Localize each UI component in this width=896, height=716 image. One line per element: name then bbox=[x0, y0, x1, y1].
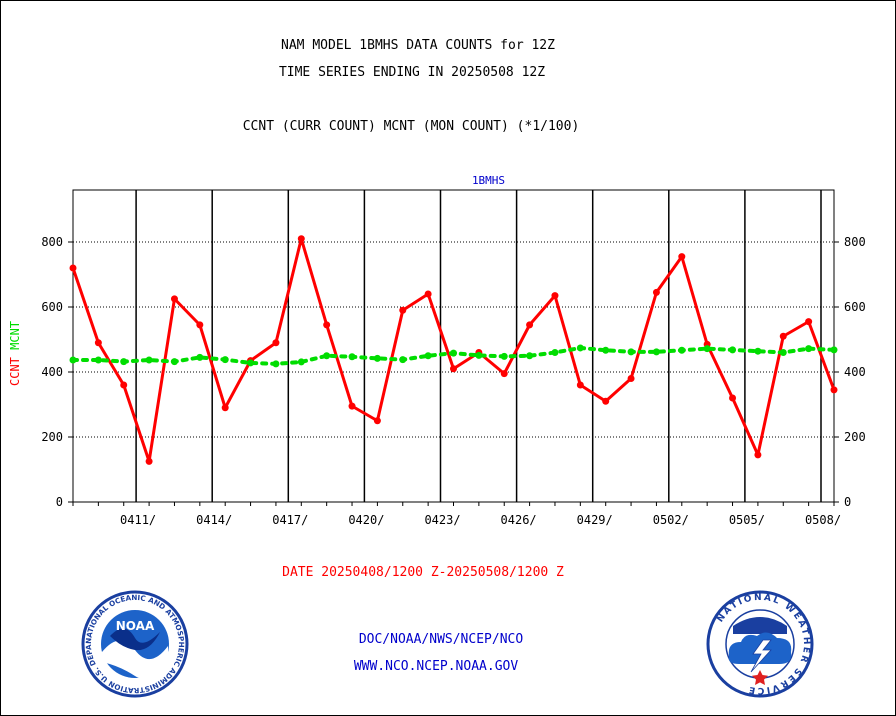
y-tick-label-right: 800 bbox=[844, 235, 866, 249]
data-point-ccnt bbox=[120, 381, 128, 389]
data-point-ccnt bbox=[399, 306, 407, 314]
data-point-ccnt bbox=[450, 365, 457, 373]
data-point-mcnt bbox=[779, 349, 787, 356]
data-point-ccnt bbox=[779, 332, 787, 340]
data-point-mcnt bbox=[424, 352, 432, 360]
y-tick-label-left: 600 bbox=[41, 300, 63, 314]
data-point-mcnt bbox=[69, 356, 77, 364]
y-tick-label-left: 200 bbox=[41, 430, 63, 444]
data-point-ccnt bbox=[196, 321, 204, 329]
data-point-ccnt bbox=[627, 375, 635, 382]
data-point-mcnt bbox=[323, 352, 331, 360]
data-point-mcnt bbox=[627, 348, 635, 356]
x-tick-label: 0502/ bbox=[653, 513, 689, 527]
data-point-ccnt bbox=[348, 402, 356, 410]
legend-line: CCNT (CURR COUNT) MCNT (MON COUNT) (*1/1… bbox=[242, 119, 580, 134]
data-point-mcnt bbox=[652, 348, 660, 356]
chart-title: NAM MODEL 1BMHS DATA COUNTS for 12Z bbox=[281, 38, 555, 53]
data-point-mcnt bbox=[551, 349, 559, 356]
data-point-mcnt bbox=[196, 353, 204, 361]
y-axis-label: CCNT MCNT bbox=[8, 321, 22, 386]
y-tick-label-right: 0 bbox=[844, 495, 851, 509]
data-point-ccnt bbox=[576, 381, 584, 389]
data-point-mcnt bbox=[526, 352, 534, 360]
data-point-mcnt bbox=[475, 351, 483, 359]
data-point-ccnt bbox=[500, 370, 508, 378]
data-point-mcnt bbox=[247, 359, 255, 367]
data-point-ccnt bbox=[145, 457, 153, 465]
data-point-mcnt bbox=[678, 346, 686, 354]
x-tick-label: 0508/ bbox=[805, 513, 841, 527]
footer-org: DOC/NOAA/NWS/NCEP/NCO bbox=[358, 632, 524, 647]
plot-label: 1BMHS bbox=[472, 174, 505, 187]
data-point-ccnt bbox=[221, 404, 229, 412]
y-tick-label-left: 0 bbox=[56, 495, 63, 509]
chart-subtitle: TIME SERIES ENDING IN 20250508 12Z bbox=[278, 65, 546, 80]
data-point-mcnt bbox=[805, 345, 813, 353]
data-point-ccnt bbox=[551, 292, 559, 300]
y-tick-label-right: 400 bbox=[844, 365, 866, 379]
data-point-ccnt bbox=[94, 339, 102, 347]
data-point-ccnt bbox=[323, 321, 331, 329]
x-tick-label: 0420/ bbox=[348, 513, 384, 527]
footer-url: WWW.NCO.NCEP.NOAA.GOV bbox=[353, 659, 519, 674]
y-axis-label-ccnt: CCNT bbox=[8, 350, 22, 386]
y-axis-label-mcnt: MCNT bbox=[8, 321, 22, 350]
x-tick-label: 0414/ bbox=[196, 513, 232, 527]
x-tick-label: 0411/ bbox=[120, 513, 156, 527]
data-point-ccnt bbox=[602, 397, 610, 405]
data-point-mcnt bbox=[500, 352, 508, 360]
date-range-label: DATE 20250408/1200 Z-20250508/1200 Z bbox=[282, 565, 564, 580]
data-point-mcnt bbox=[703, 345, 711, 353]
data-point-mcnt bbox=[576, 344, 584, 352]
data-point-mcnt bbox=[830, 346, 838, 354]
data-point-ccnt bbox=[424, 290, 432, 298]
data-point-ccnt bbox=[729, 394, 737, 402]
data-point-mcnt bbox=[754, 347, 762, 355]
data-point-mcnt bbox=[272, 360, 280, 368]
data-point-ccnt bbox=[754, 451, 762, 459]
data-point-mcnt bbox=[94, 356, 102, 364]
data-point-ccnt bbox=[170, 295, 178, 303]
data-point-ccnt bbox=[805, 318, 813, 326]
data-point-mcnt bbox=[145, 356, 153, 364]
x-tick-label: 0426/ bbox=[501, 513, 537, 527]
x-tick-label: 0423/ bbox=[424, 513, 460, 527]
data-point-mcnt bbox=[399, 356, 407, 364]
data-point-mcnt bbox=[602, 346, 610, 354]
data-point-ccnt bbox=[69, 264, 77, 272]
x-tick-label: 0429/ bbox=[577, 513, 613, 527]
data-point-mcnt bbox=[348, 353, 356, 361]
x-tick-label: 0505/ bbox=[729, 513, 765, 527]
data-point-ccnt bbox=[373, 417, 381, 425]
data-point-ccnt bbox=[272, 339, 280, 347]
data-point-ccnt bbox=[297, 235, 305, 243]
data-point-mcnt bbox=[729, 346, 737, 354]
y-tick-label-left: 400 bbox=[41, 365, 63, 379]
noaa-logo-text: NOAA bbox=[116, 619, 155, 633]
y-tick-label-left: 800 bbox=[41, 235, 63, 249]
data-point-mcnt bbox=[120, 358, 128, 366]
data-point-ccnt bbox=[526, 321, 534, 329]
y-tick-label-right: 600 bbox=[844, 300, 866, 314]
noaa-logo: NATIONAL OCEANIC AND ATMOSPHERIC ADMINIS… bbox=[80, 590, 189, 698]
data-point-ccnt bbox=[678, 253, 686, 261]
data-point-ccnt bbox=[830, 386, 838, 394]
x-tick-label: 0417/ bbox=[272, 513, 308, 527]
data-point-mcnt bbox=[373, 354, 381, 362]
data-point-mcnt bbox=[170, 358, 178, 366]
data-point-ccnt bbox=[652, 288, 660, 296]
nws-logo: NATIONAL WEATHER SERVICE bbox=[706, 590, 814, 698]
data-point-mcnt bbox=[221, 356, 229, 364]
plot-frame bbox=[72, 189, 835, 503]
data-point-mcnt bbox=[450, 349, 457, 357]
data-point-mcnt bbox=[297, 358, 305, 366]
y-tick-label-right: 200 bbox=[844, 430, 866, 444]
